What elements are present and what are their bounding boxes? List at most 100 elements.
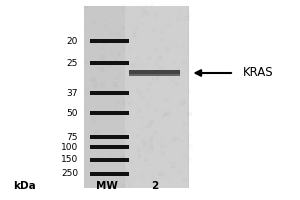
Bar [99, 92, 102, 96]
Bar [110, 155, 112, 158]
Bar [152, 78, 154, 80]
Bar [100, 83, 105, 88]
Bar [160, 49, 162, 51]
Bar [122, 183, 126, 187]
Bar [131, 7, 134, 10]
Bar [135, 57, 138, 59]
Bar [123, 101, 128, 106]
Bar [179, 77, 181, 79]
Bar [97, 19, 100, 22]
Bar [172, 162, 176, 165]
Bar [160, 136, 165, 141]
Bar [101, 46, 106, 52]
Bar [188, 15, 190, 17]
Bar [142, 9, 148, 14]
Bar [137, 156, 141, 161]
Bar [165, 111, 170, 116]
Bar [110, 6, 115, 11]
Bar [153, 15, 158, 20]
Bar [113, 125, 118, 130]
Bar [150, 143, 152, 145]
Bar [159, 73, 161, 75]
Bar [167, 177, 169, 179]
Bar [171, 148, 173, 151]
Bar [169, 42, 171, 44]
Bar [88, 55, 93, 61]
Bar [176, 16, 181, 22]
Bar [124, 140, 127, 142]
Bar [155, 55, 157, 57]
Bar [171, 166, 173, 169]
Bar [177, 84, 179, 86]
Bar [114, 58, 118, 62]
Bar [158, 67, 160, 69]
Bar [117, 78, 122, 83]
Bar [91, 77, 96, 82]
Bar [92, 42, 96, 46]
Bar [137, 99, 142, 103]
Bar [90, 145, 129, 149]
Bar [153, 131, 157, 135]
Bar [186, 52, 188, 54]
Bar [121, 97, 124, 100]
Bar [149, 139, 153, 143]
Bar [157, 141, 159, 143]
Bar [184, 99, 188, 103]
Bar [180, 129, 184, 133]
Bar [134, 114, 138, 119]
Bar [136, 61, 140, 64]
Bar [97, 144, 102, 149]
Bar [93, 120, 98, 125]
Text: 25: 25 [67, 58, 78, 68]
Bar [93, 114, 96, 116]
Bar [91, 181, 93, 183]
Bar [156, 78, 159, 82]
Bar [122, 129, 127, 133]
Bar [121, 47, 125, 52]
Bar [147, 124, 148, 126]
Bar [114, 73, 118, 77]
Bar [159, 38, 164, 43]
Bar [108, 23, 110, 25]
Bar [158, 171, 162, 176]
Bar [90, 172, 129, 176]
Bar [86, 59, 89, 62]
Bar [90, 57, 92, 59]
Bar [116, 137, 119, 140]
Bar [122, 25, 125, 28]
Bar [115, 76, 119, 80]
Bar [138, 91, 142, 96]
Bar [104, 24, 106, 27]
Bar [113, 104, 117, 108]
Bar [132, 28, 137, 33]
Bar [121, 101, 125, 105]
Bar [128, 181, 131, 185]
Bar [119, 172, 123, 176]
Bar [125, 180, 128, 183]
Bar [144, 4, 148, 9]
Text: kDa: kDa [13, 181, 35, 191]
Bar [183, 49, 188, 54]
Bar [113, 97, 117, 102]
Bar [139, 116, 145, 121]
Bar [164, 86, 167, 89]
Bar [150, 169, 152, 172]
Bar [147, 123, 152, 128]
Bar [182, 129, 186, 133]
Bar [144, 21, 146, 23]
Bar [100, 55, 105, 60]
Bar [186, 136, 189, 139]
Bar [142, 10, 145, 13]
Bar [99, 163, 103, 167]
Bar [183, 18, 185, 20]
Bar [178, 147, 181, 151]
Bar [84, 62, 87, 64]
Bar [90, 11, 94, 14]
Bar [96, 40, 98, 43]
Bar [118, 26, 120, 28]
Bar [123, 175, 128, 180]
Bar [166, 160, 169, 163]
Bar [156, 49, 161, 54]
Bar [148, 144, 154, 150]
Bar [120, 93, 124, 96]
